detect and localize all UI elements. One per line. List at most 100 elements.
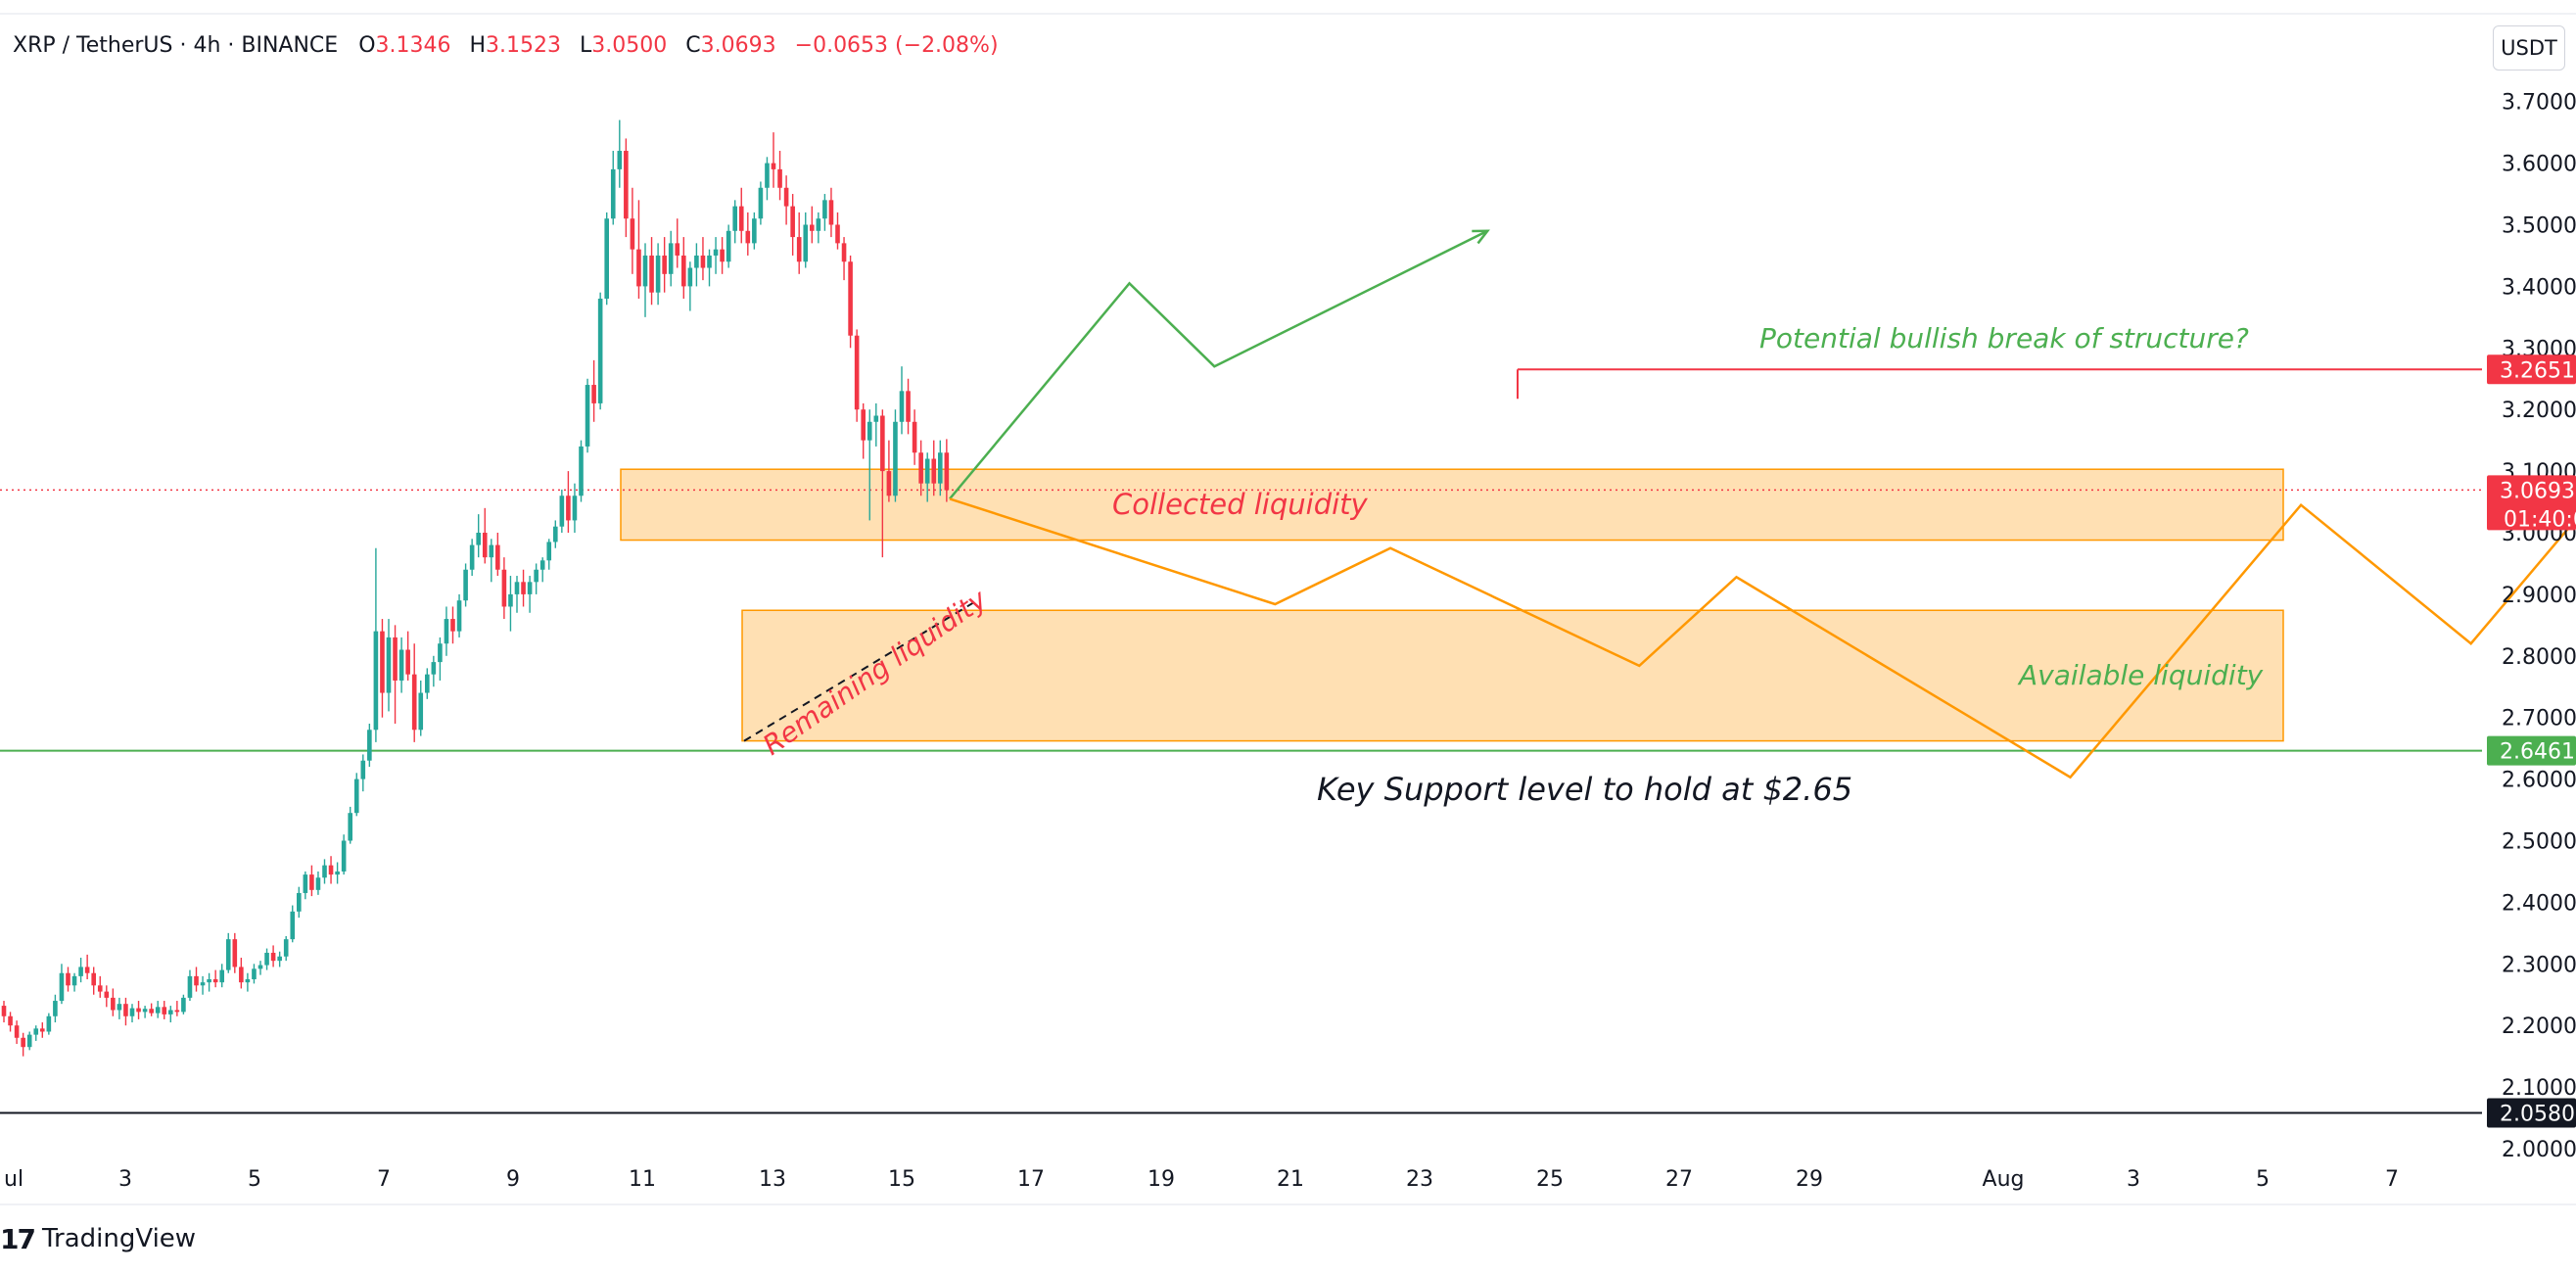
- candle[interactable]: [239, 958, 244, 989]
- candle[interactable]: [328, 856, 334, 884]
- candle[interactable]: [111, 988, 116, 1016]
- candle[interactable]: [566, 471, 571, 533]
- candle[interactable]: [353, 773, 359, 817]
- candle[interactable]: [572, 483, 578, 533]
- candle[interactable]: [8, 1012, 13, 1032]
- candle[interactable]: [707, 249, 712, 287]
- candle[interactable]: [873, 402, 879, 447]
- candle[interactable]: [738, 187, 744, 244]
- candle[interactable]: [46, 1013, 52, 1035]
- candle[interactable]: [411, 643, 417, 742]
- candle[interactable]: [380, 619, 385, 718]
- candle[interactable]: [726, 224, 731, 268]
- candle[interactable]: [694, 243, 699, 287]
- candle[interactable]: [405, 631, 410, 681]
- candle[interactable]: [315, 871, 321, 895]
- candle[interactable]: [822, 194, 827, 231]
- candle[interactable]: [322, 859, 327, 884]
- candle[interactable]: [59, 964, 65, 1005]
- candle[interactable]: [745, 212, 751, 256]
- candle[interactable]: [816, 212, 821, 244]
- candle[interactable]: [624, 138, 629, 238]
- candle[interactable]: [591, 359, 596, 422]
- candle[interactable]: [508, 576, 513, 632]
- candle[interactable]: [476, 514, 481, 558]
- candle[interactable]: [252, 964, 257, 984]
- candle[interactable]: [835, 212, 840, 250]
- candle[interactable]: [642, 243, 648, 317]
- collected-liquidity-zone[interactable]: [620, 468, 2284, 542]
- candle[interactable]: [489, 539, 494, 583]
- candle[interactable]: [559, 489, 565, 533]
- candle[interactable]: [546, 539, 552, 570]
- candle[interactable]: [283, 935, 289, 962]
- candle[interactable]: [212, 969, 218, 988]
- candle[interactable]: [386, 619, 392, 712]
- candle[interactable]: [617, 119, 623, 188]
- candle[interactable]: [91, 967, 96, 995]
- candle[interactable]: [649, 237, 654, 306]
- candle[interactable]: [1, 1001, 7, 1023]
- candle[interactable]: [341, 834, 347, 875]
- candle[interactable]: [149, 1003, 154, 1016]
- tradingview-brand[interactable]: 17 TradingView: [0, 1221, 196, 1256]
- available-liquidity-zone[interactable]: [741, 609, 2284, 742]
- candle[interactable]: [527, 576, 533, 613]
- candle[interactable]: [194, 967, 199, 992]
- candle[interactable]: [482, 507, 488, 564]
- candle[interactable]: [136, 1001, 141, 1019]
- bullish-projection-path[interactable]: [949, 229, 1488, 500]
- candle[interactable]: [348, 806, 352, 844]
- candle[interactable]: [335, 862, 340, 884]
- candle[interactable]: [33, 1025, 39, 1041]
- candle[interactable]: [129, 1004, 135, 1023]
- candle[interactable]: [521, 569, 526, 607]
- candle[interactable]: [425, 668, 430, 699]
- candle[interactable]: [539, 557, 545, 583]
- candle[interactable]: [438, 637, 443, 681]
- candle[interactable]: [720, 237, 725, 274]
- candle[interactable]: [783, 175, 789, 225]
- candle[interactable]: [71, 972, 77, 992]
- candle[interactable]: [610, 151, 616, 225]
- candle[interactable]: [944, 439, 950, 502]
- candle[interactable]: [360, 754, 366, 792]
- candle[interactable]: [264, 948, 269, 970]
- price-axis[interactable]: 3.70003.60003.50003.40003.30003.20003.10…: [2502, 91, 2576, 1162]
- candle[interactable]: [456, 593, 462, 637]
- candle[interactable]: [938, 440, 943, 496]
- candles[interactable]: [1, 119, 950, 1057]
- candle[interactable]: [924, 452, 930, 502]
- bearish-projection-path[interactable]: [949, 406, 2576, 779]
- candle[interactable]: [713, 237, 719, 274]
- candle[interactable]: [796, 212, 802, 274]
- candle[interactable]: [597, 292, 603, 410]
- candle[interactable]: [918, 440, 923, 496]
- candle[interactable]: [367, 723, 372, 768]
- candle[interactable]: [78, 958, 83, 983]
- candle[interactable]: [270, 945, 276, 967]
- candle[interactable]: [398, 637, 404, 693]
- candle[interactable]: [579, 440, 584, 502]
- candle[interactable]: [14, 1020, 20, 1045]
- candle[interactable]: [418, 680, 424, 736]
- candle[interactable]: [585, 378, 590, 453]
- candle[interactable]: [225, 932, 231, 973]
- candle[interactable]: [450, 606, 455, 644]
- candle[interactable]: [790, 194, 795, 256]
- candle[interactable]: [373, 547, 379, 742]
- candle[interactable]: [732, 200, 737, 244]
- candle[interactable]: [155, 1001, 161, 1018]
- candle[interactable]: [123, 997, 128, 1026]
- candle[interactable]: [912, 409, 917, 465]
- candle[interactable]: [604, 212, 609, 306]
- candle[interactable]: [777, 151, 782, 201]
- candle[interactable]: [142, 1006, 148, 1018]
- candle[interactable]: [232, 932, 238, 973]
- candle[interactable]: [636, 200, 641, 299]
- candle[interactable]: [553, 520, 558, 548]
- candle[interactable]: [848, 255, 853, 349]
- candle[interactable]: [662, 237, 667, 293]
- candle[interactable]: [841, 237, 847, 281]
